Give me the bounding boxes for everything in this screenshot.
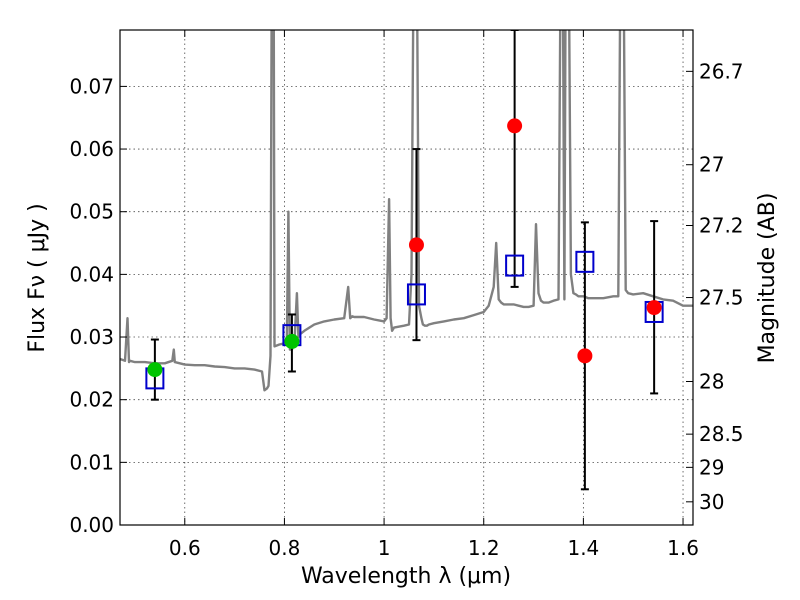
- x-tick-label: 1.2: [468, 536, 500, 560]
- x-tick-label: 1.6: [667, 536, 699, 560]
- x-tick-label: 1: [378, 536, 391, 560]
- x-tick-label: 1.4: [567, 536, 599, 560]
- red-point: [507, 118, 523, 134]
- axes-ticks: 0.6 0.8 1 1.2 1.4 1.6 0.00 0.01 0.02 0.03 0.04 0.05…: [69, 30, 744, 560]
- y2-tick-label: 27.2: [699, 213, 744, 237]
- y2-tick-label: 28: [699, 370, 724, 394]
- red-point: [577, 348, 593, 364]
- y-tick-label: 0.02: [69, 388, 114, 412]
- model-box-marker: [406, 283, 426, 306]
- x-axis-label: Wavelength λ (μm): [301, 564, 511, 589]
- red-point: [408, 237, 424, 253]
- y2-axis-label: Magnitude (AB): [755, 193, 780, 364]
- y-tick-label: 0.03: [69, 325, 114, 349]
- y2-tick-label: 30: [699, 490, 724, 514]
- x-tick-label: 0.6: [169, 536, 201, 560]
- y2-tick-label: 28.5: [699, 422, 744, 446]
- y2-tick-label: 27.5: [699, 286, 744, 310]
- y-tick-label: 0.00: [69, 513, 114, 537]
- y2-tick-label: 29: [699, 455, 724, 479]
- y-axis-label: Flux Fν ( μJy ): [25, 203, 50, 352]
- model-box-marker: [505, 254, 525, 277]
- plot-area: [120, 30, 693, 491]
- green-point: [284, 333, 300, 349]
- y-tick-label: 0.01: [69, 450, 114, 474]
- x-tick-label: 0.8: [269, 536, 301, 560]
- y-tick-label: 0.04: [69, 262, 114, 286]
- y2-tick-label: 26.7: [699, 59, 744, 83]
- y-tick-label: 0.06: [69, 137, 114, 161]
- grid: [120, 30, 693, 525]
- y-tick-label: 0.07: [69, 74, 114, 98]
- red-point: [646, 300, 662, 316]
- y-tick-label: 0.05: [69, 200, 114, 224]
- spectrum-line: [120, 30, 693, 392]
- y2-tick-label: 27: [699, 153, 724, 177]
- green-point: [147, 362, 163, 378]
- plot-frame: [119, 29, 694, 526]
- model-box-marker: [575, 250, 595, 273]
